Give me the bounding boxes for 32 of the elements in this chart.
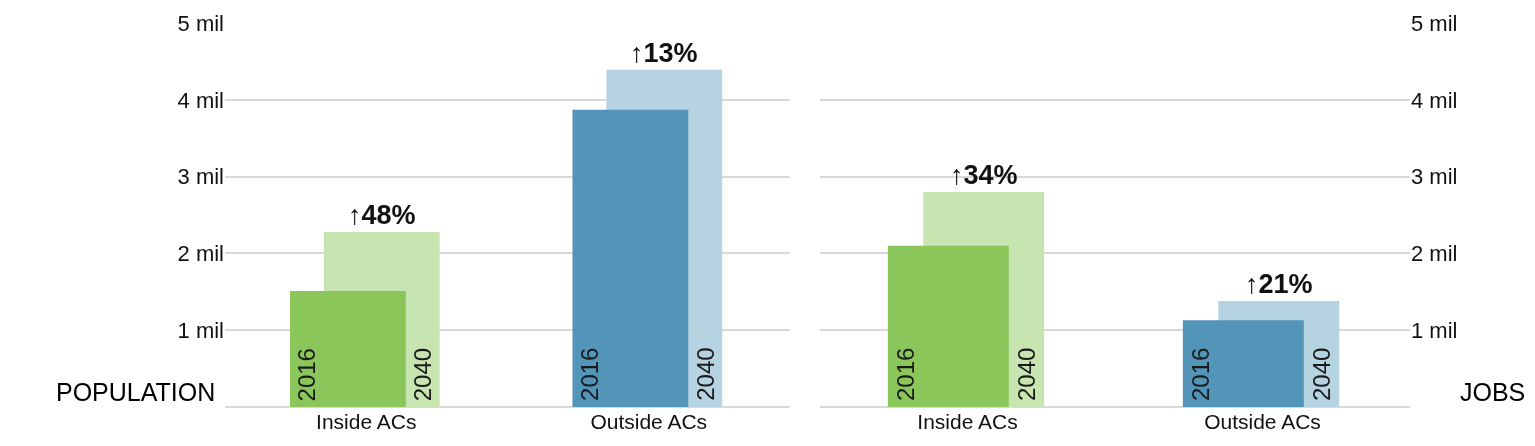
y-axis-title: JOBS bbox=[1460, 378, 1526, 406]
y-tick-label: 4 mil bbox=[177, 87, 224, 113]
bar bbox=[289, 291, 406, 407]
annotation: ↑48% bbox=[348, 200, 416, 230]
y-tick-label: 3 mil bbox=[177, 164, 224, 190]
bar bbox=[1182, 320, 1304, 407]
bar bbox=[887, 245, 1009, 407]
series-label: 2016 bbox=[892, 347, 920, 402]
series-label: 2040 bbox=[1013, 347, 1040, 401]
bar bbox=[572, 109, 689, 407]
text: 2040 bbox=[1308, 347, 1335, 401]
text: 2016 bbox=[293, 348, 321, 402]
y-tick-label: 5 mil bbox=[1411, 10, 1458, 36]
y-tick-label: 1 mil bbox=[177, 317, 224, 343]
y-tick-label: 2 mil bbox=[177, 241, 224, 267]
text: 2040 bbox=[691, 347, 719, 401]
series-label: 2016 bbox=[575, 347, 603, 401]
text: 2016 bbox=[1187, 347, 1215, 402]
annotation: ↑21% bbox=[1245, 269, 1313, 299]
x-tick-label: Outside ACs bbox=[590, 410, 708, 433]
x-tick-label: Inside ACs bbox=[316, 410, 417, 433]
y-axis-title: POPULATION bbox=[56, 378, 216, 406]
y-tick-label: 2 mil bbox=[1411, 241, 1458, 267]
y-tick-label: 5 mil bbox=[177, 10, 224, 36]
annotation: ↑34% bbox=[950, 160, 1018, 190]
x-tick-label: Outside ACs bbox=[1204, 410, 1321, 433]
y-tick-label: 4 mil bbox=[1411, 87, 1458, 113]
y-tick-label: 3 mil bbox=[1411, 164, 1458, 190]
y-tick-label: 1 mil bbox=[1411, 317, 1458, 343]
annotation: ↑13% bbox=[630, 38, 698, 68]
series-label: 2040 bbox=[409, 347, 437, 402]
x-tick-label: Inside ACs bbox=[917, 410, 1018, 433]
